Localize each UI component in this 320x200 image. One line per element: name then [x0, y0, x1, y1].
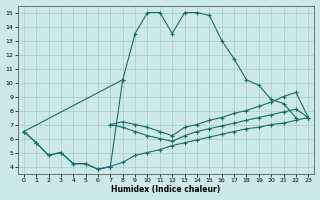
X-axis label: Humidex (Indice chaleur): Humidex (Indice chaleur)	[111, 185, 221, 194]
